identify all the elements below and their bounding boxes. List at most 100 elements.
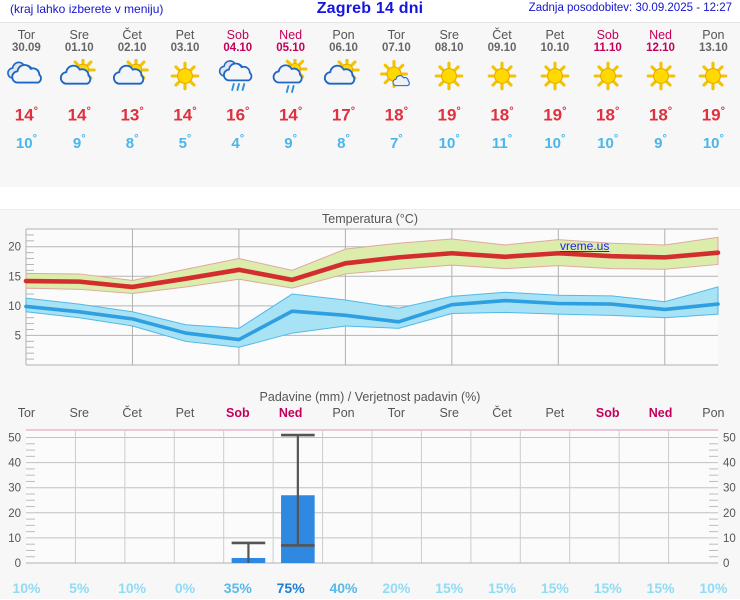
degree-symbol: ° — [455, 132, 460, 145]
max-temp-value: 14 — [278, 105, 298, 125]
max-temp-value: 14 — [173, 105, 193, 125]
max-temp-value: 14 — [67, 105, 87, 125]
min-temp-cell-13: 10° — [687, 128, 740, 155]
day-name: Tor — [387, 28, 406, 42]
weather-icon-cell-4 — [211, 55, 264, 99]
min-temp-value: 10 — [702, 134, 720, 152]
min-temp-value: 10 — [438, 134, 456, 152]
precip-probability: 15% — [435, 580, 464, 596]
day-header-10: Pet 10.10 — [528, 23, 581, 55]
min-temp-cell-11: 10° — [581, 128, 634, 155]
precip-day-label: Pet — [545, 406, 565, 420]
precip-probability: 15% — [593, 580, 622, 596]
weather-icon-cell-11 — [581, 55, 634, 99]
weather-icon-cell-9 — [476, 55, 529, 99]
precip-probability: 75% — [276, 580, 305, 596]
min-temp-cell-3: 5° — [159, 128, 212, 155]
degree-symbol: ° — [292, 132, 298, 145]
min-temp-cell-0: 10° — [0, 128, 53, 155]
day-date: 08.10 — [434, 42, 464, 54]
min-temp-cell-8: 10° — [423, 128, 476, 155]
precip-day-label: Tor — [17, 406, 36, 420]
precip-day-label: Pon — [702, 406, 725, 420]
precip-day-label: Sre — [439, 406, 459, 420]
precip-probability: 15% — [488, 580, 517, 596]
day-header-4: Sob 04.10 — [211, 23, 264, 55]
weather-icon-row — [0, 55, 740, 99]
weather-icon-cell-0 — [0, 55, 53, 99]
max-temp-value: 19 — [701, 105, 721, 125]
site-watermark: vreme.us — [560, 239, 610, 253]
sunny-icon — [159, 55, 212, 99]
min-temp-value: 9 — [72, 134, 82, 152]
day-date: 01.10 — [64, 42, 94, 54]
svg-text:10: 10 — [8, 301, 21, 313]
degree-symbol: ° — [33, 105, 39, 117]
degree-symbol: ° — [720, 105, 726, 117]
max-temp-cell-13: 19° — [687, 99, 740, 128]
day-date: 05.10 — [276, 42, 306, 54]
svg-text:5: 5 — [15, 330, 21, 342]
daily-forecast-strip: Tor 30.09 Sre 01.10 Čet 02.10 Pet 03.10 Sob 04.10… — [0, 22, 740, 187]
max-temp-value: 18 — [384, 105, 404, 125]
svg-text:40: 40 — [8, 458, 21, 470]
day-header-0: Tor 30.09 — [0, 23, 53, 55]
max-temp-cell-5: 14° — [264, 99, 317, 128]
degree-symbol: ° — [561, 132, 566, 145]
day-header-12: Ned 12.10 — [634, 23, 687, 55]
max-temp-cell-7: 18° — [370, 99, 423, 128]
degree-symbol: ° — [345, 132, 350, 145]
max-temp-value: 13 — [120, 105, 140, 125]
precip-day-label: Sob — [225, 406, 250, 420]
precip-probability: 20% — [382, 580, 411, 596]
precip-day-label: Ned — [648, 406, 673, 420]
precipitation-probability-row: 10% 5% 10% 0% 35% 75% 40% 20% 15% 15% 15% 15% 15% 10% — [0, 578, 740, 599]
degree-symbol: ° — [613, 132, 619, 145]
day-name: Pet — [545, 28, 565, 42]
degree-symbol: ° — [456, 105, 461, 117]
day-name-row: Tor 30.09 Sre 01.10 Čet 02.10 Pet 03.10 Sob 04.10… — [0, 23, 740, 55]
max-temp-cell-8: 19° — [423, 99, 476, 128]
day-name: Tor — [17, 28, 36, 42]
precip-probability: 10% — [12, 580, 41, 596]
day-name: Sob — [226, 28, 249, 42]
weather-icon-cell-13 — [687, 55, 740, 99]
temperature-chart-title: Temperatura (°C) — [322, 212, 418, 226]
min-temp-cell-4: 4° — [211, 128, 264, 155]
page-title: Zagreb 14 dni — [316, 0, 424, 17]
weather-icon-cell-3 — [159, 55, 212, 99]
svg-text:20: 20 — [8, 242, 21, 254]
weather-icon-cell-6 — [317, 55, 370, 99]
svg-text:0: 0 — [15, 558, 21, 570]
day-name: Ned — [649, 28, 673, 42]
rain-icon — [211, 55, 264, 99]
max-temp-row: 14° 14° 13° 14° 16° 14° 17° 18° 19° 18° 19° 18° 18° 1… — [0, 99, 740, 128]
cloudy-icon — [0, 55, 53, 99]
svg-text:30: 30 — [723, 483, 736, 495]
sunny-icon — [581, 55, 634, 99]
min-temp-value: 8 — [337, 134, 346, 152]
max-temp-cell-10: 19° — [528, 99, 581, 128]
max-temp-cell-6: 17° — [317, 99, 370, 128]
precip-day-label: Pet — [175, 406, 195, 420]
page-header: (kraj lahko izberete v meniju) Zagreb 14… — [0, 0, 740, 22]
max-temp-value: 17 — [331, 105, 351, 125]
day-date: 06.10 — [329, 42, 358, 54]
min-temp-value: 11 — [491, 134, 508, 152]
precip-day-label: Pon — [332, 406, 355, 420]
day-date: 11.10 — [593, 42, 622, 54]
precip-probability: 5% — [69, 580, 90, 596]
svg-text:20: 20 — [8, 508, 21, 520]
svg-text:0: 0 — [723, 558, 729, 570]
temperature-chart-panel: Temperatura (°C) 5 10 15 20 — [0, 210, 740, 388]
sun-rain-icon — [264, 55, 317, 99]
precip-day-label: Ned — [278, 406, 303, 420]
day-date: 10.10 — [540, 42, 570, 54]
degree-symbol: ° — [186, 132, 192, 145]
day-header-8: Sre 08.10 — [423, 23, 476, 55]
min-temp-value: 9 — [654, 134, 663, 152]
weather-icon-cell-7 — [370, 55, 423, 99]
degree-symbol: ° — [507, 132, 513, 145]
weather-icon-cell-12 — [634, 55, 687, 99]
max-temp-value: 19 — [437, 105, 457, 125]
